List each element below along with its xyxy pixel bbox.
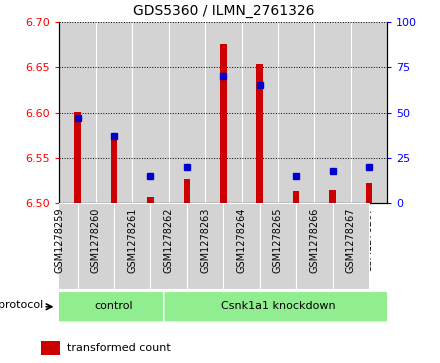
Bar [41,203,77,289]
Bar [74,111,81,203]
Text: Csnk1a1 knockdown: Csnk1a1 knockdown [220,301,335,311]
Text: GSM1278260: GSM1278260 [91,208,101,273]
Bar [183,179,190,203]
Text: GSM1278262: GSM1278262 [164,208,174,273]
Bar [351,22,387,203]
Bar [257,64,263,203]
Text: GSM1278261: GSM1278261 [127,208,137,273]
Bar [59,22,96,203]
Text: GSM1278265: GSM1278265 [273,208,283,273]
Bar [96,22,132,203]
Bar [114,203,150,289]
Bar [278,22,314,203]
Bar [150,203,187,289]
Text: protocol: protocol [0,300,43,310]
Text: control: control [95,301,133,311]
Bar [111,137,117,203]
Text: GSM1278267: GSM1278267 [346,208,356,273]
Bar [296,203,333,289]
Bar [260,203,296,289]
Bar [132,22,169,203]
Bar [205,22,242,203]
FancyBboxPatch shape [55,291,174,322]
Text: GSM1278264: GSM1278264 [237,208,246,273]
Bar [293,191,300,203]
Bar [333,203,369,289]
Text: GSM1278266: GSM1278266 [309,208,319,273]
Bar [329,189,336,203]
Text: GSM1278259: GSM1278259 [55,208,64,273]
Bar [77,203,114,289]
Bar [242,22,278,203]
FancyBboxPatch shape [164,291,392,322]
Bar [169,22,205,203]
Bar [223,203,260,289]
Text: GSM1278263: GSM1278263 [200,208,210,273]
Bar [314,22,351,203]
Bar [147,197,154,203]
Bar [366,183,372,203]
Bar [220,44,227,203]
Title: GDS5360 / ILMN_2761326: GDS5360 / ILMN_2761326 [132,4,314,18]
Text: transformed count: transformed count [67,343,171,353]
Bar [187,203,223,289]
Bar [41,341,60,355]
